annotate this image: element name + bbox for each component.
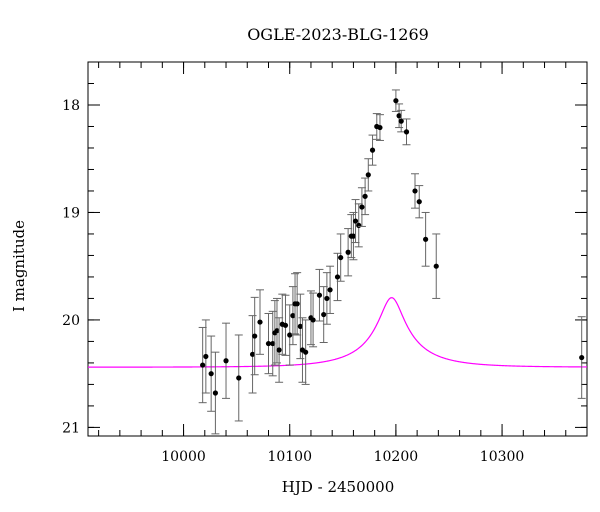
model-curve-line [88,297,588,368]
y-tick-label: 18 [62,98,80,114]
data-point [365,172,371,178]
data-point [223,358,229,364]
data-point [208,371,214,377]
x-tick-label: 10200 [374,449,419,465]
data-point [350,233,357,239]
data-point [334,274,341,280]
chart-title: OGLE-2023-BLG-1269 [247,25,429,44]
data-point [257,319,263,325]
data-point [203,353,209,360]
data-point [252,333,258,339]
data-point [362,193,368,199]
data-point [287,332,293,338]
data-point [200,362,206,368]
data-point [236,375,242,381]
plot-axes: 10000 10100 10200 10300 18 19 20 21 [62,61,588,465]
data-point [282,322,289,328]
data-point [396,113,402,119]
y-tick-label: 21 [62,420,80,436]
x-tick-label: 10100 [267,449,312,465]
data-point [412,188,418,194]
data-point [403,129,410,135]
x-tick-label: 10300 [480,449,525,465]
data-point [324,295,330,302]
data-points [198,89,586,435]
data-point [416,199,422,205]
data-point [398,118,404,124]
data-point [297,323,303,329]
data-point [265,340,272,347]
data-point [303,349,309,355]
data-point [327,287,333,293]
data-point [316,292,323,298]
plot-frame [87,61,588,437]
data-point [423,236,429,242]
data-point [310,317,316,323]
y-tick-label: 20 [62,313,80,329]
data-point [433,263,439,269]
data-point [377,124,383,131]
y-tick-label: 19 [62,205,80,221]
x-tick-label: 10000 [161,449,206,465]
x-axis-label: HJD - 2450000 [282,478,395,496]
data-point [321,311,327,318]
data-point [345,249,351,255]
data-point [276,347,282,353]
data-point [270,340,276,347]
data-point [290,313,296,319]
data-point [338,254,344,261]
data-point [352,218,359,224]
data-point [369,147,376,153]
y-axis-label: I magnitude [10,220,28,312]
data-point [356,222,362,228]
model-curve [88,297,588,368]
data-point [579,354,585,361]
data-point [359,204,365,210]
data-point [212,390,219,396]
data-point [249,351,256,357]
data-point [393,98,399,104]
data-point [274,328,280,334]
data-point [294,301,300,307]
